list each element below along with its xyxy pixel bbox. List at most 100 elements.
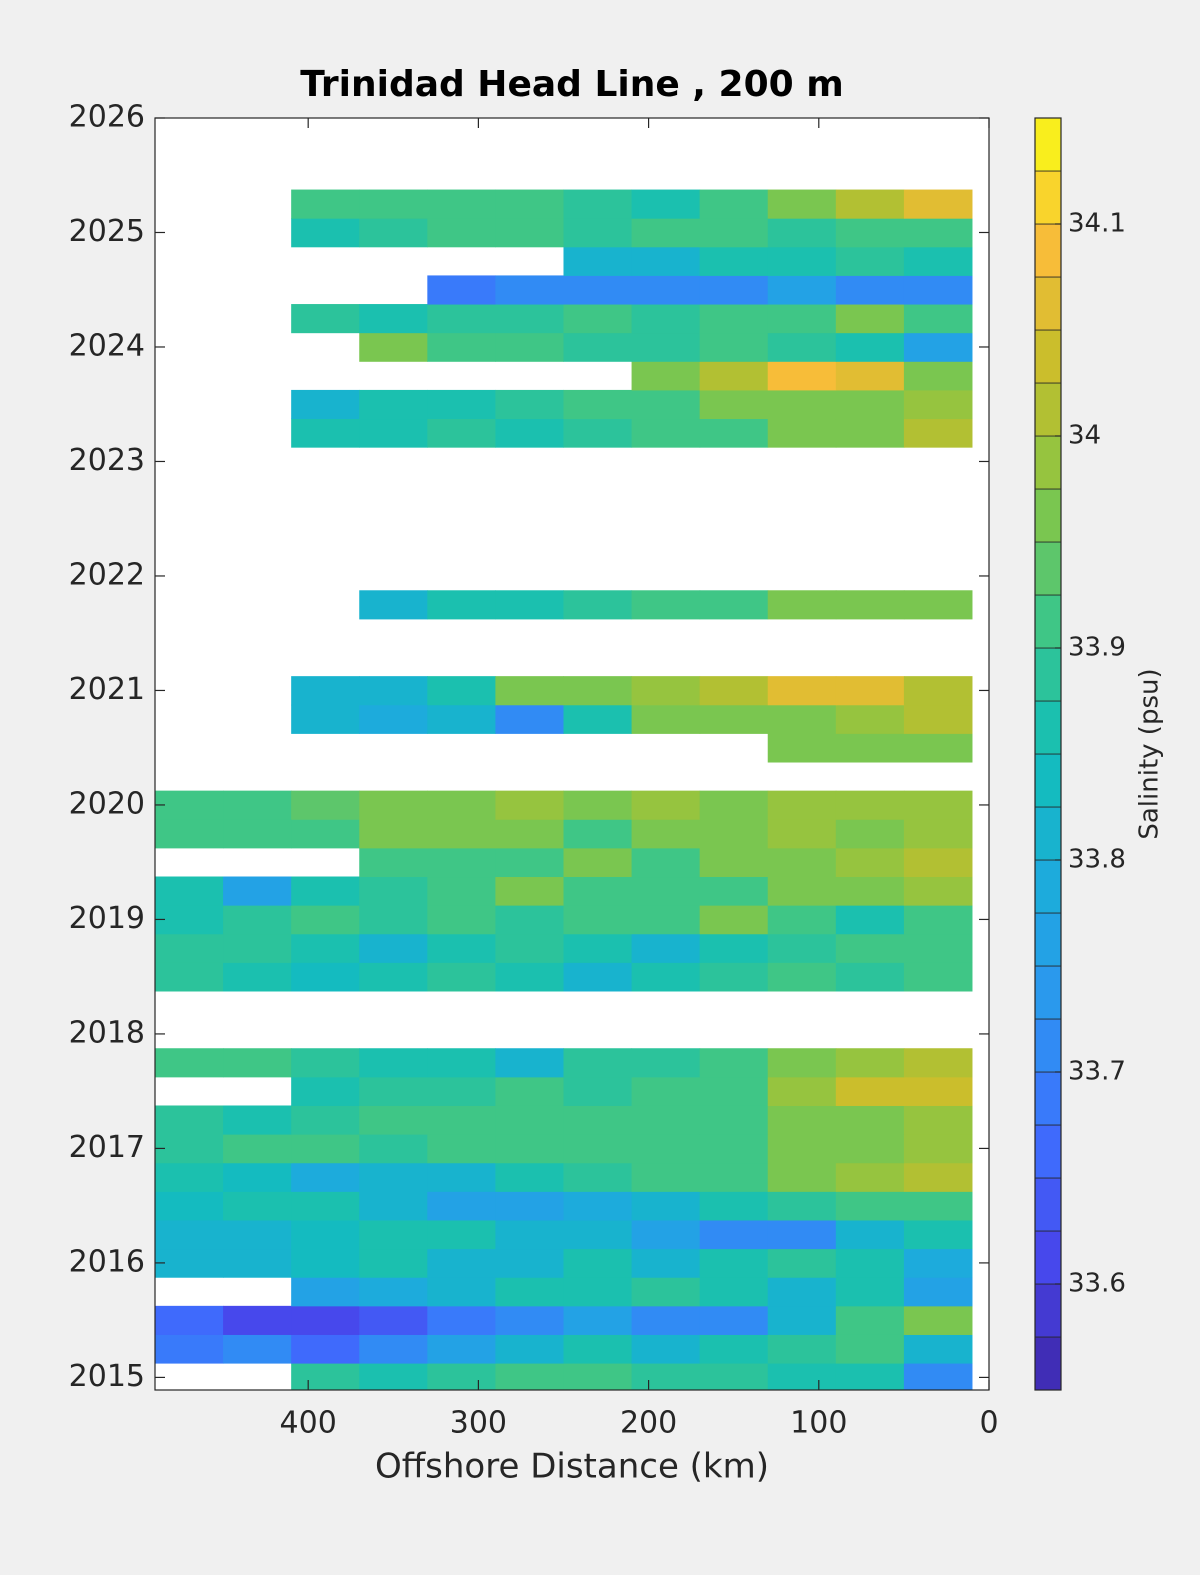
contour-cell	[767, 905, 837, 935]
contour-cell	[903, 590, 973, 620]
contour-cell	[835, 1191, 905, 1221]
contour-cell	[903, 361, 973, 391]
contour-cell	[359, 1191, 428, 1221]
contour-cell	[699, 218, 769, 248]
contour-cell	[359, 676, 428, 706]
contour-cell	[835, 389, 905, 420]
contour-cell	[155, 905, 224, 935]
x-axis-label: Offshore Distance (km)	[375, 1447, 769, 1487]
contour-cell	[903, 704, 973, 734]
colorbar-band	[1034, 223, 1062, 278]
contour-cell	[631, 819, 701, 849]
contour-cell	[767, 1134, 837, 1164]
contour-cell	[495, 1363, 564, 1390]
contour-cell	[359, 1162, 428, 1192]
contour-cell	[631, 1219, 701, 1250]
contour-cell	[835, 275, 905, 305]
contour-cell	[767, 1248, 837, 1278]
contour-cell	[631, 876, 701, 906]
contour-cell	[835, 218, 905, 248]
contour-cell	[699, 590, 769, 620]
contour-cell	[427, 1248, 496, 1278]
contour-cell	[631, 933, 701, 963]
contour-cell	[495, 1219, 564, 1250]
contour-cell	[563, 905, 633, 935]
x-tick-label: 400	[280, 1406, 337, 1441]
contour-cell	[291, 704, 360, 734]
contour-cell	[699, 1334, 769, 1364]
contour-cell	[767, 1363, 837, 1390]
contour-cell	[699, 1076, 769, 1106]
colorbar-band	[1034, 1018, 1062, 1073]
contour-cell	[359, 304, 428, 334]
contour-cell	[631, 847, 701, 878]
contour-cell	[563, 1219, 633, 1250]
colorbar-tick-label: 33.6	[1068, 1269, 1126, 1299]
contour-cell	[155, 1191, 224, 1221]
contour-cell	[291, 189, 360, 219]
contour-cell	[223, 1048, 292, 1078]
contour-cell	[427, 275, 496, 305]
contour-cell	[767, 933, 837, 963]
contour-cell	[223, 1219, 292, 1250]
contour-cell	[155, 876, 224, 906]
contour-cell	[631, 418, 701, 448]
contour-cell	[495, 189, 564, 219]
contour-cell	[631, 1277, 701, 1307]
contour-cell	[427, 304, 496, 334]
contour-cell	[495, 1191, 564, 1221]
contour-cell	[427, 1277, 496, 1307]
colorbar-band	[1034, 1071, 1062, 1126]
contour-cell	[359, 1305, 428, 1335]
contour-cell	[495, 676, 564, 706]
contour-cell	[427, 704, 496, 734]
colorbar-band	[1034, 647, 1062, 702]
contour-cell	[767, 1105, 837, 1135]
contour-cell	[359, 418, 428, 448]
contour-cell	[903, 1219, 973, 1250]
contour-cell	[495, 819, 564, 849]
contour-cell	[699, 1363, 769, 1390]
contour-cell	[767, 1277, 837, 1307]
contour-cell	[767, 819, 837, 849]
chart-title: Trinidad Head Line , 200 m	[300, 64, 843, 105]
contour-cell	[427, 1191, 496, 1221]
contour-cell	[155, 1048, 224, 1078]
contour-cell	[359, 819, 428, 849]
contour-cell	[291, 1363, 360, 1390]
contour-cell	[155, 1134, 224, 1164]
contour-cell	[631, 1305, 701, 1335]
contour-cell	[767, 1048, 837, 1078]
colorbar-band	[1034, 859, 1062, 914]
contour-cell	[631, 1048, 701, 1078]
contour-cell	[495, 1334, 564, 1364]
contour-cell	[359, 1334, 428, 1364]
contour-cell	[359, 962, 428, 992]
y-tick-label: 2015	[69, 1359, 145, 1394]
colorbar-tick-label: 34	[1068, 421, 1101, 451]
contour-cell	[699, 418, 769, 448]
contour-cell	[699, 1191, 769, 1221]
contour-cell	[563, 1248, 633, 1278]
contour-cell	[359, 189, 428, 219]
contour-cell	[155, 962, 224, 992]
contour-cell	[427, 1048, 496, 1078]
contour-cell	[767, 1162, 837, 1192]
contour-cell	[359, 1105, 428, 1135]
colorbar-band	[1034, 806, 1062, 861]
contour-cell	[291, 418, 360, 448]
colorbar-tick-label: 33.7	[1068, 1057, 1126, 1087]
contour-cell	[631, 189, 701, 219]
contour-cell	[903, 962, 973, 992]
contour-cell	[495, 218, 564, 248]
contour-cell	[563, 304, 633, 334]
colorbar-band	[1034, 276, 1062, 331]
contour-cell	[699, 676, 769, 706]
contour-cell	[903, 1162, 973, 1192]
contour-cell	[359, 590, 428, 620]
contour-cell	[427, 590, 496, 620]
contour-cell	[427, 790, 496, 820]
colorbar-band	[1034, 700, 1062, 755]
contour-cell	[359, 876, 428, 906]
contour-cell	[835, 733, 905, 763]
